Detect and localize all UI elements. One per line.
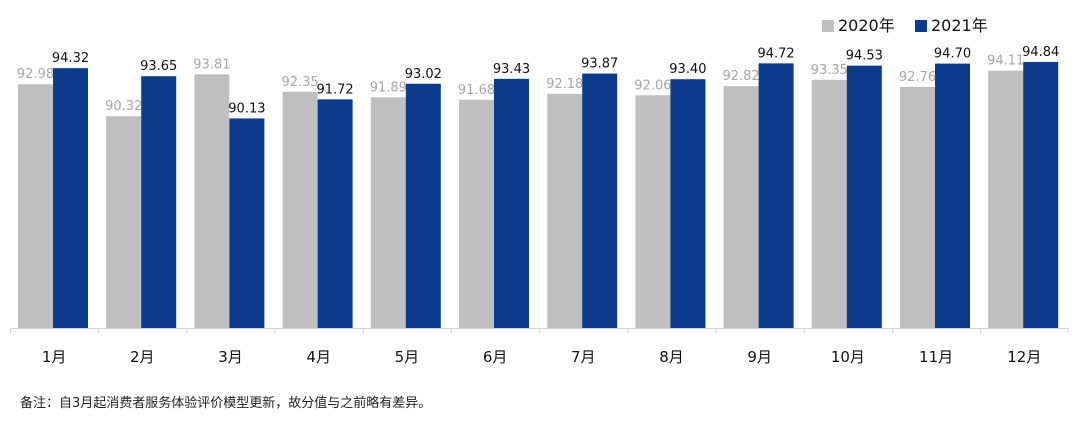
bar-2021-label: 93.65 bbox=[140, 59, 177, 74]
bar-2021-label: 94.84 bbox=[1022, 45, 1059, 60]
x-tick-label: 5月 bbox=[395, 348, 420, 366]
x-tick-label: 10月 bbox=[831, 348, 865, 366]
x-tick-label: 3月 bbox=[218, 348, 243, 366]
bar-2020-label: 91.68 bbox=[458, 83, 495, 98]
bar-2021 bbox=[670, 79, 706, 328]
bar-2020 bbox=[900, 86, 935, 328]
bar-2020 bbox=[106, 116, 142, 328]
bar-2021 bbox=[494, 78, 529, 328]
footnote: 备注：自3月起消费者服务体验评价模型更新，故分值与之前略有差异。 bbox=[20, 396, 432, 411]
chart-legend: 2020年 2021年 bbox=[822, 16, 988, 35]
bar-2020-label: 93.81 bbox=[193, 57, 230, 72]
x-tick-label: 8月 bbox=[659, 348, 684, 366]
x-tick-label: 4月 bbox=[306, 348, 331, 366]
bar-2020 bbox=[459, 99, 494, 328]
bar-2020-label: 92.35 bbox=[281, 75, 318, 90]
bar-2020-label: 90.32 bbox=[105, 99, 142, 114]
bar-2021 bbox=[758, 63, 794, 329]
x-axis: 1月 2月 3月 4月 5月 6月 7月 8月 9月 10月 11月 12月 bbox=[10, 328, 1069, 366]
bar-2020 bbox=[723, 86, 759, 328]
bar-2021 bbox=[1023, 61, 1059, 329]
bar-2020 bbox=[18, 84, 53, 329]
bar-2021 bbox=[53, 68, 88, 328]
x-tick-label: 7月 bbox=[571, 348, 596, 366]
bar-2021 bbox=[846, 65, 882, 328]
legend-item-2020-label: 2020年 bbox=[838, 16, 895, 35]
bar-2020 bbox=[547, 93, 583, 328]
bar-2021-label: 93.87 bbox=[581, 57, 618, 72]
bar-2021-label: 93.02 bbox=[405, 67, 442, 82]
bar-2020-label: 94.11 bbox=[987, 54, 1024, 69]
bar-2021 bbox=[141, 76, 177, 328]
x-tick-label: 11月 bbox=[919, 348, 953, 366]
bars-group bbox=[18, 61, 1059, 329]
bar-2020-label: 92.76 bbox=[899, 70, 936, 85]
bar-2020-label: 93.35 bbox=[811, 63, 848, 78]
bar-2021-label: 94.72 bbox=[757, 46, 794, 61]
bar-2020-label: 92.06 bbox=[634, 78, 671, 93]
bar-2020 bbox=[370, 97, 406, 328]
bar-2021-label: 94.53 bbox=[846, 49, 883, 64]
bar-2021 bbox=[405, 83, 441, 328]
bar-2021 bbox=[229, 118, 265, 328]
bar-2021 bbox=[582, 73, 618, 328]
bar-2020 bbox=[282, 91, 318, 328]
bar-2020-label: 92.82 bbox=[722, 69, 759, 84]
x-tick-label: 1月 bbox=[42, 348, 67, 366]
x-tick-label: 6月 bbox=[483, 348, 508, 366]
bar-2020 bbox=[988, 70, 1024, 329]
legend-item-2020-swatch bbox=[822, 20, 834, 32]
bar-2021-label: 90.13 bbox=[228, 101, 265, 116]
bar-2021-label: 93.43 bbox=[493, 62, 530, 77]
x-tick-label: 9月 bbox=[747, 348, 772, 366]
bar-2021 bbox=[317, 99, 353, 328]
bar-2021-label: 93.40 bbox=[669, 62, 706, 77]
bar-2021 bbox=[935, 63, 970, 328]
x-tick-label: 2月 bbox=[130, 348, 155, 366]
bar-2021-label: 94.70 bbox=[934, 47, 971, 62]
bar-2020 bbox=[811, 79, 847, 328]
bar-2020 bbox=[635, 95, 671, 328]
bar-2021-label: 91.72 bbox=[316, 82, 353, 97]
bar-2021-label: 94.32 bbox=[52, 51, 89, 66]
bar-2020-label: 92.98 bbox=[17, 67, 54, 82]
legend-item-2021-swatch bbox=[915, 20, 927, 32]
x-tick-label: 12月 bbox=[1007, 348, 1041, 366]
bar-2020 bbox=[194, 74, 230, 328]
legend-item-2021-label: 2021年 bbox=[931, 16, 988, 35]
bar-2020-label: 91.89 bbox=[370, 80, 407, 95]
bar-2020-label: 92.18 bbox=[546, 77, 583, 92]
